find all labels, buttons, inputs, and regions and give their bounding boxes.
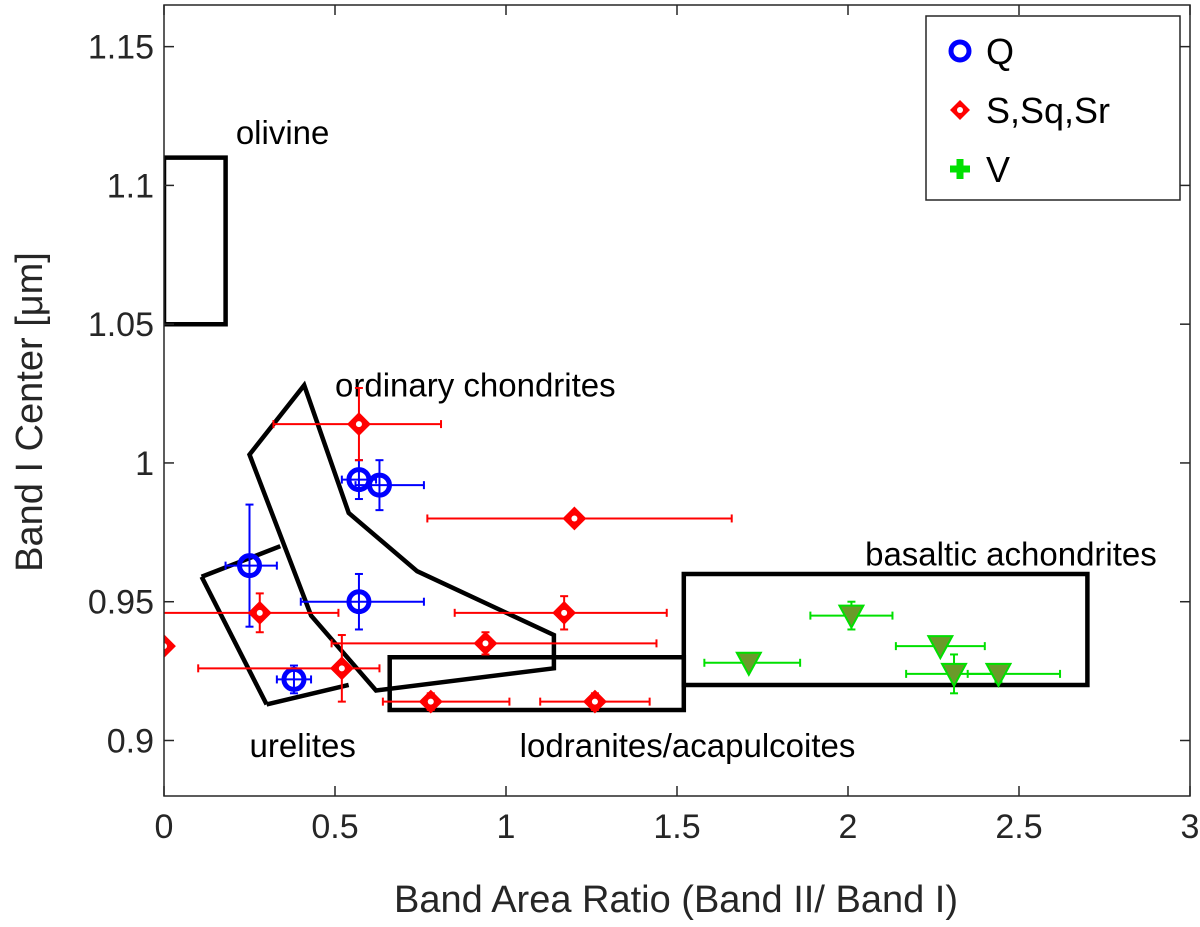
data-point xyxy=(539,689,651,714)
y-tick-label: 1.1 xyxy=(107,167,154,205)
y-tick-label: 1 xyxy=(135,445,154,483)
q-marker xyxy=(346,589,372,615)
series-v xyxy=(703,600,1062,695)
v-marker xyxy=(984,662,1013,688)
y-axis-label: Band I Center [μm] xyxy=(9,252,51,572)
data-point xyxy=(809,600,894,631)
s-sq-sr-marker-center xyxy=(355,421,362,428)
region-labels: olivine ordinary chondrites urelites lodran… xyxy=(236,114,1157,764)
region-label-olivine: olivine xyxy=(236,114,330,151)
legend-plus-icon-v xyxy=(956,159,964,179)
x-tick-label: 2.5 xyxy=(995,808,1042,846)
data-point xyxy=(224,503,278,628)
data-points xyxy=(164,387,1062,714)
legend-item-q: Q xyxy=(948,31,1014,72)
y-tick-label: 0.95 xyxy=(88,584,154,622)
legend-item-v: V xyxy=(950,149,1010,190)
v-marker xyxy=(837,604,866,630)
region-urelites-segment xyxy=(266,682,350,707)
x-tick-label: 0 xyxy=(155,808,174,846)
data-point xyxy=(453,595,668,631)
data-point xyxy=(299,572,425,631)
region-ordinary-chondrites-outline xyxy=(246,380,557,693)
region-label-urelites: urelites xyxy=(250,727,356,764)
s-sq-sr-marker-center xyxy=(591,698,598,705)
y-tick-label: 1.15 xyxy=(88,29,154,67)
data-point xyxy=(381,689,511,714)
v-marker xyxy=(940,662,968,688)
data-point xyxy=(966,662,1062,688)
s-sq-sr-marker-center xyxy=(338,665,345,672)
data-point xyxy=(330,631,658,656)
axes: 0 0.5 1 1.5 2 2.5 3 0.9 0.95 1 1.05 1.1 1.15 xyxy=(88,4,1200,846)
legend-label: S,Sq,Sr xyxy=(986,90,1110,131)
data-point xyxy=(197,634,381,703)
q-marker xyxy=(366,472,392,498)
legend-label: Q xyxy=(986,31,1014,72)
region-label-lodranites-acapulcoites: lodranites/acapulcoites xyxy=(520,727,856,764)
legend-label: V xyxy=(986,149,1010,190)
v-marker xyxy=(926,635,955,661)
x-tick-label: 1 xyxy=(497,808,516,846)
x-tick-label: 0.5 xyxy=(311,808,358,846)
data-point xyxy=(272,387,443,462)
x-axis-label: Band Area Ratio (Band II/ Band I) xyxy=(394,879,958,921)
s-sq-sr-marker-center xyxy=(427,698,434,705)
data-point xyxy=(164,592,340,634)
s-sq-sr-marker-center xyxy=(561,609,568,616)
region-urelites-segment xyxy=(199,575,269,706)
legend-item-s-sq-sr: S,Sq,Sr xyxy=(950,90,1110,131)
legend-circle-icon xyxy=(948,39,972,63)
q-marker xyxy=(281,666,307,692)
y-tick-label: 1.05 xyxy=(88,306,154,344)
region-olivine-outline xyxy=(164,155,228,327)
series-q xyxy=(224,459,425,695)
s-sq-sr-marker xyxy=(164,634,176,659)
x-tick-label: 2 xyxy=(839,808,858,846)
y-tick-label: 0.9 xyxy=(107,722,154,760)
q-marker xyxy=(237,553,262,579)
region-label-basaltic-achondrites: basaltic achondrites xyxy=(865,536,1157,573)
data-point xyxy=(426,506,733,531)
legend: Q S,Sq,Sr V xyxy=(925,15,1181,201)
s-sq-sr-marker-center xyxy=(482,640,489,647)
x-tick-label: 3 xyxy=(1181,808,1200,846)
x-tick-label: 1.5 xyxy=(653,808,700,846)
data-point xyxy=(275,664,313,695)
data-point xyxy=(894,635,986,661)
data-point xyxy=(703,651,802,677)
region-label-ordinary-chondrites: ordinary chondrites xyxy=(335,366,616,403)
v-marker xyxy=(735,651,763,677)
s-sq-sr-marker-center xyxy=(571,515,578,522)
legend-diamond-center xyxy=(957,107,963,113)
data-point xyxy=(354,459,425,512)
s-sq-sr-marker-center xyxy=(256,609,263,616)
